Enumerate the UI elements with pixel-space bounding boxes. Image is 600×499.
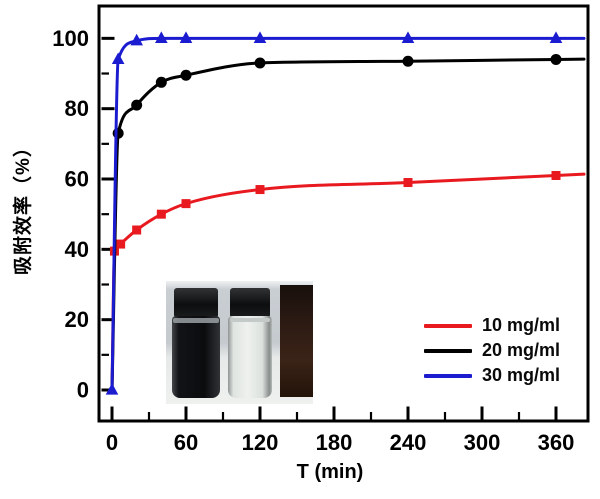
legend-label: 30 mg/ml <box>482 365 561 385</box>
data-point-2 <box>111 52 125 65</box>
legend-item: 20 mg/ml <box>424 340 560 361</box>
data-point-1 <box>180 69 192 81</box>
legend-line-swatch <box>424 348 472 353</box>
data-point-1 <box>155 76 167 88</box>
x-tick-label: 240 <box>390 430 427 455</box>
clear-sample-vial <box>228 288 272 398</box>
data-point-1 <box>131 99 143 111</box>
y-tick-label: 20 <box>65 307 89 332</box>
data-point-0 <box>156 209 166 219</box>
dark-sample-vial <box>172 288 220 398</box>
legend-item: 10 mg/ml <box>424 315 560 336</box>
data-point-0 <box>255 185 265 195</box>
legend-line-swatch <box>424 323 472 328</box>
y-axis-title: 吸附效率（%） <box>13 137 34 275</box>
legend-label: 20 mg/ml <box>482 340 561 360</box>
x-tick-label: 180 <box>316 430 353 455</box>
y-tick-label: 80 <box>65 96 89 121</box>
data-point-1 <box>112 127 124 139</box>
data-point-2 <box>179 31 193 43</box>
y-tick-label: 100 <box>52 26 89 51</box>
data-point-1 <box>550 53 562 65</box>
x-tick-label: 0 <box>106 430 118 455</box>
data-point-0 <box>403 178 413 188</box>
inset-photo <box>166 281 313 404</box>
vial-cap <box>174 288 218 318</box>
x-tick-label: 120 <box>242 430 279 455</box>
data-point-2 <box>105 383 119 395</box>
data-point-2 <box>549 31 563 43</box>
plot-frame <box>97 4 590 423</box>
vial-body-clear-liquid <box>228 316 272 398</box>
y-tick-label: 60 <box>65 167 89 192</box>
legend-line-swatch <box>424 373 472 378</box>
data-point-0 <box>116 239 126 249</box>
vial-body-dark-liquid <box>172 316 220 398</box>
x-tick-label: 300 <box>464 430 501 455</box>
data-point-1 <box>402 55 414 67</box>
data-point-2 <box>401 31 415 43</box>
legend-label: 10 mg/ml <box>482 315 561 335</box>
data-point-2 <box>155 31 168 43</box>
data-point-1 <box>254 57 266 69</box>
data-point-0 <box>181 199 191 209</box>
dark-block <box>280 285 313 397</box>
legend-item: 30 mg/ml <box>424 365 560 386</box>
data-point-2 <box>253 31 267 43</box>
legend: 10 mg/ml 20 mg/ml 30 mg/ml <box>424 315 560 386</box>
x-axis-title: T (min) <box>296 461 364 483</box>
y-tick-label: 40 <box>65 237 89 262</box>
data-point-0 <box>551 170 561 180</box>
x-tick-label: 360 <box>538 430 575 455</box>
data-point-0 <box>132 225 142 235</box>
x-tick-label: 60 <box>174 430 198 455</box>
y-tick-label: 0 <box>77 378 89 403</box>
data-point-2 <box>130 33 143 46</box>
vial-cap <box>230 288 270 318</box>
